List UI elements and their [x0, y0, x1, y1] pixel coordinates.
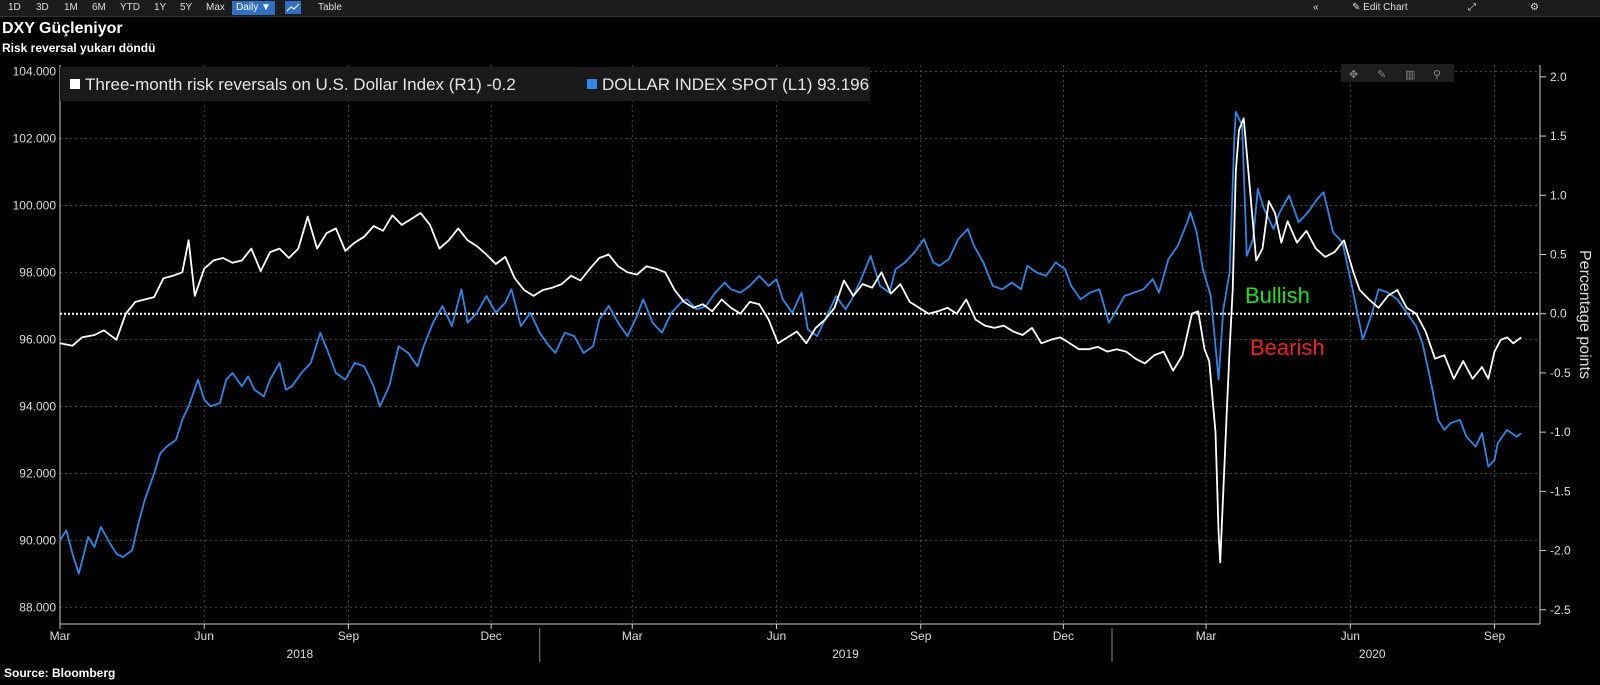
left-tick-label: 104.000: [13, 65, 57, 79]
frequency-dropdown[interactable]: Daily ▼: [232, 1, 275, 15]
annotation-bearish: Bearish: [1250, 335, 1325, 360]
range-max-button[interactable]: Max: [206, 2, 225, 13]
grid: [59, 65, 1540, 624]
range-1m-button[interactable]: 1M: [64, 2, 78, 13]
right-tick-label: 1.0: [1550, 188, 1567, 202]
zoom-icon: ⚲: [1433, 69, 1441, 81]
expand-icon[interactable]: ⤢: [1468, 2, 1476, 13]
chart-subtitle: Risk reversal yukarı döndü: [2, 41, 156, 55]
legend: Three-month risk reversals on U.S. Dolla…: [60, 67, 870, 101]
collapse-icon[interactable]: «: [1313, 2, 1319, 13]
right-tick-label: -2.5: [1550, 603, 1571, 617]
dxy-series-line: [59, 111, 1522, 575]
x-tick-label: Dec: [1053, 629, 1074, 643]
edit-chart-button[interactable]: ✎ Edit Chart: [1352, 1, 1408, 15]
crosshair-icon: ✥: [1349, 69, 1358, 81]
right-tick-label: 2.0: [1550, 70, 1567, 84]
x-tick-label: Mar: [622, 629, 643, 643]
chart-toolbar: 1D 3D 1M 6M YTD 1Y 5Y Max Daily ▼ Table …: [0, 0, 1600, 17]
legend-box: [60, 67, 870, 101]
range-6m-button[interactable]: 6M: [92, 2, 106, 13]
range-ytd-button[interactable]: YTD: [120, 2, 140, 13]
left-tick-label: 94.000: [19, 399, 56, 413]
x-tick-label: Sep: [910, 629, 932, 643]
legend-swatch-dxy: [587, 79, 597, 89]
left-tick-label: 102.000: [13, 132, 57, 146]
left-tick-label: 100.000: [13, 199, 57, 213]
draw-icon: ✎: [1377, 69, 1386, 81]
legend-label-rr: Three-month risk reversals on U.S. Dolla…: [85, 75, 516, 94]
x-tick-label: Sep: [1484, 629, 1506, 643]
table-button[interactable]: Table: [318, 2, 342, 13]
axes: 104.000 102.000 100.000 98.000 96.000 94.000 9…: [13, 65, 1593, 662]
line-chart-icon[interactable]: [285, 1, 301, 14]
risk-reversal-series-line: [59, 117, 1522, 564]
series-layer: [59, 111, 1540, 575]
source-note: Source: Bloomberg: [4, 666, 116, 680]
range-1y-button[interactable]: 1Y: [154, 2, 167, 13]
left-tick-label: 96.000: [19, 332, 56, 346]
year-label: 2020: [1359, 647, 1386, 661]
right-tick-label: -0.5: [1550, 366, 1571, 380]
left-tick-label: 88.000: [19, 600, 56, 614]
range-3d-button[interactable]: 3D: [36, 2, 49, 13]
right-tick-label: -1.5: [1550, 484, 1571, 498]
edit-chart-label: Edit Chart: [1363, 2, 1408, 13]
x-tick-label: Dec: [480, 629, 501, 643]
right-tick-label: -2.0: [1550, 544, 1571, 558]
year-label: 2018: [287, 647, 314, 661]
left-tick-label: 98.000: [19, 266, 56, 280]
legend-label-dxy: DOLLAR INDEX SPOT (L1) 93.196: [602, 75, 869, 94]
table-icon: ▥: [1405, 69, 1415, 81]
edit-pencil-icon: ✎: [1352, 2, 1364, 13]
range-1d-button[interactable]: 1D: [8, 2, 21, 13]
legend-swatch-rr: [70, 79, 80, 89]
right-axis-title: Percentage points: [1576, 250, 1593, 379]
x-tick-label: Mar: [1196, 629, 1217, 643]
chart-tools-bar: [1341, 64, 1454, 82]
x-tick-label: Mar: [50, 629, 71, 643]
x-tick-label: Jun: [767, 629, 786, 643]
x-tick-label: Sep: [338, 629, 360, 643]
left-tick-label: 90.000: [19, 533, 56, 547]
annotation-bullish: Bullish: [1245, 283, 1310, 308]
chart-tool-icons: ✥ ✎ ▥ ⚲: [1341, 64, 1454, 82]
right-tick-label: 1.5: [1550, 129, 1567, 143]
left-tick-label: 92.000: [19, 466, 56, 480]
right-tick-label: -1.0: [1550, 425, 1571, 439]
x-tick-label: Jun: [1341, 629, 1360, 643]
x-tick-label: Jun: [195, 629, 214, 643]
year-label: 2019: [832, 647, 859, 661]
right-tick-label: 0.5: [1550, 247, 1567, 261]
settings-gear-icon[interactable]: ⚙: [1530, 2, 1539, 13]
right-tick-label: 0.0: [1550, 307, 1567, 321]
chart-title: DXY Güçleniyor: [2, 20, 123, 37]
range-5y-button[interactable]: 5Y: [180, 2, 193, 13]
